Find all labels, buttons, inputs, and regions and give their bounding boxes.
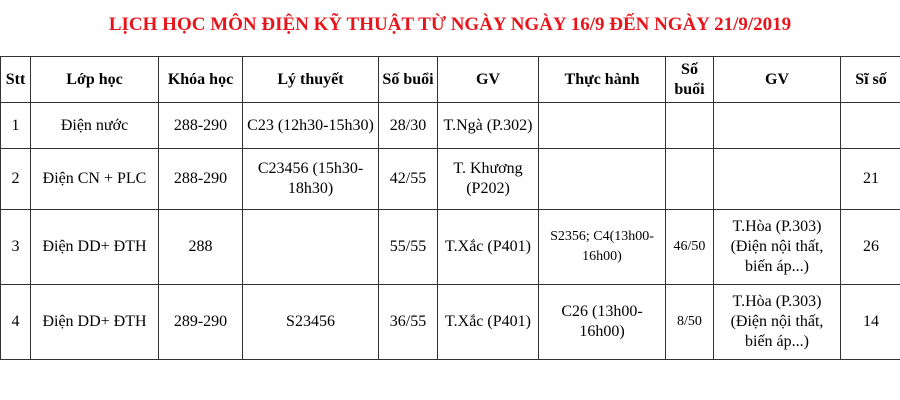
cell-teacher: T.Xắc (P401) — [437, 209, 539, 285]
cell-teacher: T.Ngà (P.302) — [437, 102, 539, 149]
cell-class: Điện CN + PLC — [30, 148, 159, 210]
cell-practice-teacher — [713, 148, 841, 210]
header-theory: Lý thuyết — [242, 56, 379, 103]
header-practice-teacher: GV — [713, 56, 841, 103]
table-row: 2 Điện CN + PLC 288-290 C23456 (15h30-18h30… — [0, 148, 900, 210]
cell-stt: 3 — [0, 209, 31, 285]
header-practice: Thực hành — [538, 56, 666, 103]
cell-course: 288-290 — [158, 148, 243, 210]
cell-class-size: 21 — [840, 148, 900, 210]
cell-stt: 1 — [0, 102, 31, 149]
schedule-table: Stt Lớp học Khóa học Lý thuyết Số buổi G… — [0, 56, 900, 360]
table-row: 4 Điện DD+ ĐTH 289-290 S23456 36/55 T.Xắc (P4… — [0, 284, 900, 360]
cell-class: Điện nước — [30, 102, 159, 149]
cell-theory: C23 (12h30-15h30) — [242, 102, 379, 149]
cell-practice-teacher — [713, 102, 841, 149]
cell-class-size — [840, 102, 900, 149]
header-row: Stt Lớp học Khóa học Lý thuyết Số buổi G… — [0, 56, 900, 103]
cell-practice — [538, 148, 666, 210]
cell-teacher: T.Xắc (P401) — [437, 284, 539, 360]
cell-practice-teacher: T.Hòa (P.303) (Điện nội thất, biến áp...… — [713, 284, 841, 360]
cell-practice-sessions — [665, 148, 714, 210]
cell-stt: 4 — [0, 284, 31, 360]
header-teacher: GV — [437, 56, 539, 103]
table-row: 1 Điện nước 288-290 C23 (12h30-15h30) 28/30 T… — [0, 102, 900, 149]
cell-stt: 2 — [0, 148, 31, 210]
cell-course: 288 — [158, 209, 243, 285]
cell-class: Điện DD+ ĐTH — [30, 284, 159, 360]
header-class-size: Sĩ số — [840, 56, 900, 103]
header-course: Khóa học — [158, 56, 243, 103]
cell-theory: S23456 — [242, 284, 379, 360]
cell-course: 289-290 — [158, 284, 243, 360]
cell-sessions: 55/55 — [378, 209, 438, 285]
cell-theory: C23456 (15h30-18h30) — [242, 148, 379, 210]
cell-sessions: 28/30 — [378, 102, 438, 149]
cell-sessions: 42/55 — [378, 148, 438, 210]
header-sessions: Số buổi — [378, 56, 438, 103]
cell-practice-sessions: 46/50 — [665, 209, 714, 285]
cell-teacher: T. Khương (P202) — [437, 148, 539, 210]
cell-practice: S2356; C4(13h00-16h00) — [538, 209, 666, 285]
cell-class-size: 26 — [840, 209, 900, 285]
header-class: Lớp học — [30, 56, 159, 103]
cell-practice-sessions: 8/50 — [665, 284, 714, 360]
header-stt: Stt — [0, 56, 31, 103]
cell-course: 288-290 — [158, 102, 243, 149]
cell-sessions: 36/55 — [378, 284, 438, 360]
cell-practice: C26 (13h00-16h00) — [538, 284, 666, 360]
cell-class: Điện DD+ ĐTH — [30, 209, 159, 285]
header-practice-sessions: Số buổi — [665, 56, 714, 103]
cell-practice-teacher: T.Hòa (P.303) (Điện nội thất, biến áp...… — [713, 209, 841, 285]
table-row: 3 Điện DD+ ĐTH 288 55/55 T.Xắc (P401) S2356; … — [0, 209, 900, 285]
cell-practice-sessions — [665, 102, 714, 149]
cell-theory — [242, 209, 379, 285]
cell-practice — [538, 102, 666, 149]
page-title: LỊCH HỌC MÔN ĐIỆN KỸ THUẬT TỪ NGÀY NGÀY … — [108, 14, 792, 35]
cell-class-size: 14 — [840, 284, 900, 360]
